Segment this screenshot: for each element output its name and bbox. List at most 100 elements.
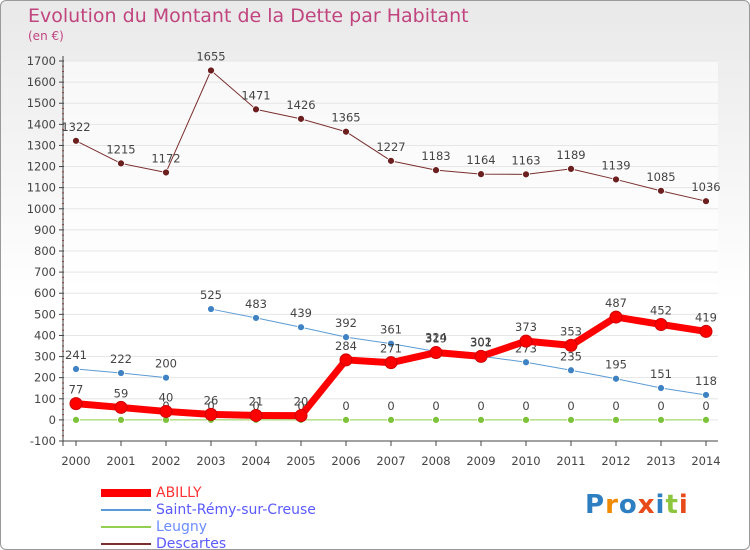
data-label: 195 (605, 358, 627, 372)
data-label: 26 (204, 393, 219, 407)
y-tick-label: 1100 (27, 181, 56, 195)
data-point (339, 353, 353, 367)
y-tick-label: 900 (34, 223, 56, 237)
legend-label: Leugny (156, 519, 208, 535)
data-label: 0 (657, 399, 664, 413)
data-point (522, 170, 530, 179)
data-point (297, 114, 305, 123)
y-tick-label: 1500 (27, 96, 56, 110)
data-label: 1139 (601, 158, 630, 172)
data-label: 77 (69, 383, 84, 397)
data-point (252, 314, 260, 322)
data-point (657, 415, 665, 424)
data-label: 235 (560, 349, 582, 363)
x-tick-label: 2011 (556, 454, 585, 468)
y-tick-label: 800 (34, 244, 56, 258)
x-tick-label: 2008 (421, 454, 450, 468)
chart-title: Evolution du Montant de la Dette par Hab… (28, 5, 469, 27)
data-label: 487 (605, 296, 627, 310)
data-point (564, 338, 578, 352)
data-point (702, 197, 710, 206)
data-label: 392 (335, 316, 357, 330)
data-point (294, 409, 308, 423)
x-tick-label: 2004 (241, 454, 270, 468)
data-label: 0 (522, 399, 529, 413)
data-point (342, 127, 350, 136)
data-label: 200 (155, 357, 177, 371)
data-point (387, 156, 395, 165)
y-tick-label: 400 (34, 328, 56, 342)
chart-subtitle: (en €) (28, 29, 64, 43)
data-label: 361 (380, 323, 402, 337)
data-point (297, 323, 305, 332)
data-label: 1215 (106, 142, 135, 156)
data-label: 353 (560, 324, 582, 338)
y-tick-label: -100 (30, 434, 56, 448)
data-point (72, 136, 80, 145)
legend-label: Saint-Rémy-sur-Creuse (156, 502, 316, 518)
data-label: 1655 (196, 50, 225, 64)
data-point (342, 333, 350, 342)
data-point (207, 66, 215, 75)
data-label: 1227 (376, 140, 405, 154)
series-descartes: 1322 1215 1172 1655 1471 1426 1365 1227 1183 1164… (61, 50, 721, 206)
x-tick-label: 2013 (646, 454, 675, 468)
data-label: 40 (159, 390, 174, 404)
x-tick-label: 2010 (511, 454, 540, 468)
legend-swatch (101, 509, 151, 511)
data-point (519, 334, 533, 348)
logo-letter: x (637, 490, 656, 520)
data-label: 319 (425, 332, 447, 346)
data-label: 271 (380, 342, 402, 356)
data-label: 302 (470, 335, 492, 349)
data-label: 0 (297, 399, 304, 413)
data-label: 1163 (511, 153, 540, 167)
y-tick-label: 1600 (27, 75, 56, 89)
x-tick-label: 2000 (61, 454, 90, 468)
data-label: 0 (342, 399, 349, 413)
data-point (72, 415, 80, 424)
data-label: 0 (477, 399, 484, 413)
data-point (117, 369, 125, 377)
data-label: 301 (470, 335, 492, 349)
data-point (567, 164, 575, 173)
data-point (657, 186, 665, 195)
data-label: 525 (200, 288, 222, 302)
data-label: 373 (515, 320, 537, 334)
data-point (702, 391, 710, 399)
data-point (387, 339, 395, 348)
data-label: 1085 (646, 170, 675, 184)
y-tick-label: 1400 (27, 117, 56, 131)
data-point (609, 310, 623, 324)
data-point (612, 374, 620, 383)
data-label: 1426 (286, 98, 315, 112)
data-point (432, 415, 440, 424)
data-label: 1183 (421, 149, 450, 163)
y-tick-label: 1300 (27, 138, 56, 152)
legend-swatch (101, 489, 151, 497)
data-label: 0 (387, 399, 394, 413)
x-tick-label: 2006 (331, 454, 360, 468)
y-tick-label: 200 (34, 371, 56, 385)
data-label: 1471 (241, 88, 270, 102)
data-point (342, 415, 350, 424)
legend-label: ABILLY (156, 485, 202, 501)
data-point (429, 346, 443, 360)
y-tick-label: 1000 (27, 202, 56, 216)
data-point (702, 415, 710, 424)
y-tick-label: 300 (34, 350, 56, 364)
data-point (699, 324, 713, 338)
data-point (114, 400, 128, 414)
data-point (654, 317, 668, 331)
logo-letter: o (618, 490, 638, 520)
data-label: 439 (290, 306, 312, 320)
data-label: 0 (612, 399, 619, 413)
y-tick-label: 100 (34, 392, 56, 406)
data-point (657, 384, 665, 392)
y-tick-label: 1700 (27, 54, 56, 68)
logo-letter: i (678, 490, 689, 520)
data-label: 0 (252, 399, 259, 413)
x-tick-label: 2003 (196, 454, 225, 468)
